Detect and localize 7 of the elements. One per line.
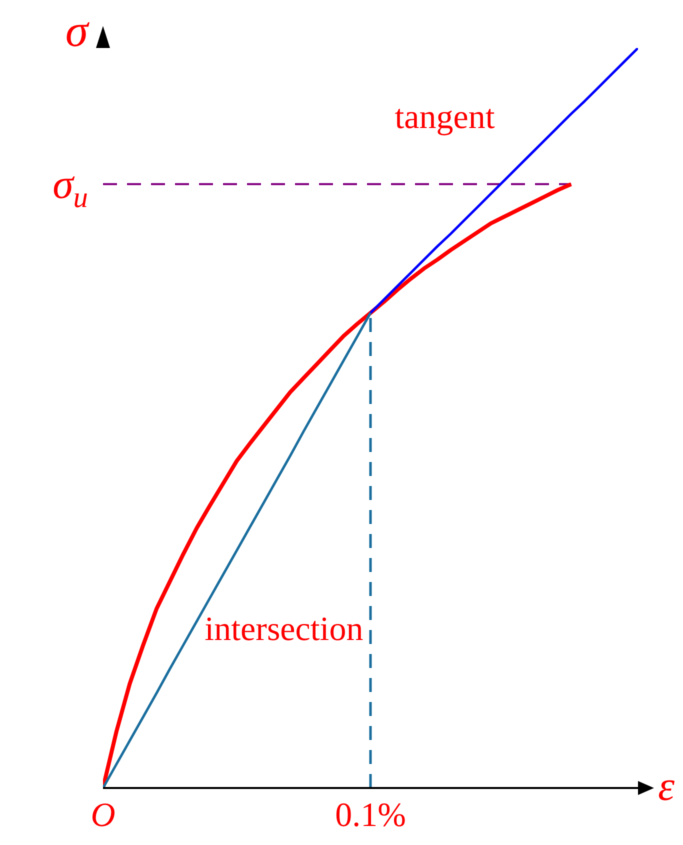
- x-tick-label: 0.1%: [335, 797, 406, 834]
- annotation: intersection: [204, 611, 364, 648]
- y-axis-title: σ: [65, 5, 90, 56]
- ref-line-label: σ$_{u}$: [52, 162, 88, 214]
- annotation: tangent: [394, 98, 496, 136]
- x-tick-label: O: [90, 797, 116, 834]
- x-axis-title: ε: [658, 764, 675, 810]
